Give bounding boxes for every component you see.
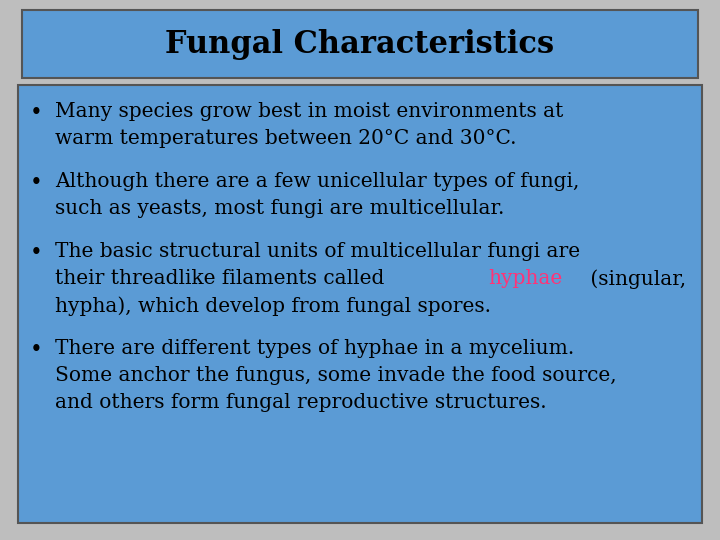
Text: (singular,: (singular, [584,269,686,289]
Text: There are different types of hyphae in a mycelium.: There are different types of hyphae in a… [55,339,575,358]
Text: Although there are a few unicellular types of fungi,: Although there are a few unicellular typ… [55,172,580,191]
Text: such as yeasts, most fungi are multicellular.: such as yeasts, most fungi are multicell… [55,199,505,218]
Text: Many species grow best in moist environments at: Many species grow best in moist environm… [55,102,563,121]
Bar [18,85,702,523]
Text: •: • [30,102,42,124]
Text: warm temperatures between 20°C and 30°C.: warm temperatures between 20°C and 30°C. [55,129,516,148]
Text: hyphae: hyphae [488,269,562,288]
Text: •: • [30,172,42,194]
Text: hypha), which develop from fungal spores.: hypha), which develop from fungal spores… [55,296,491,316]
Text: The basic structural units of multicellular fungi are: The basic structural units of multicellu… [55,242,580,261]
Text: Some anchor the fungus, some invade the food source,: Some anchor the fungus, some invade the … [55,366,616,385]
Text: •: • [30,242,42,264]
Text: •: • [30,339,42,361]
Bar [22,10,698,78]
Text: Fungal Characteristics: Fungal Characteristics [166,29,554,59]
Text: and others form fungal reproductive structures.: and others form fungal reproductive stru… [55,393,546,412]
Text: their threadlike filaments called: their threadlike filaments called [55,269,391,288]
